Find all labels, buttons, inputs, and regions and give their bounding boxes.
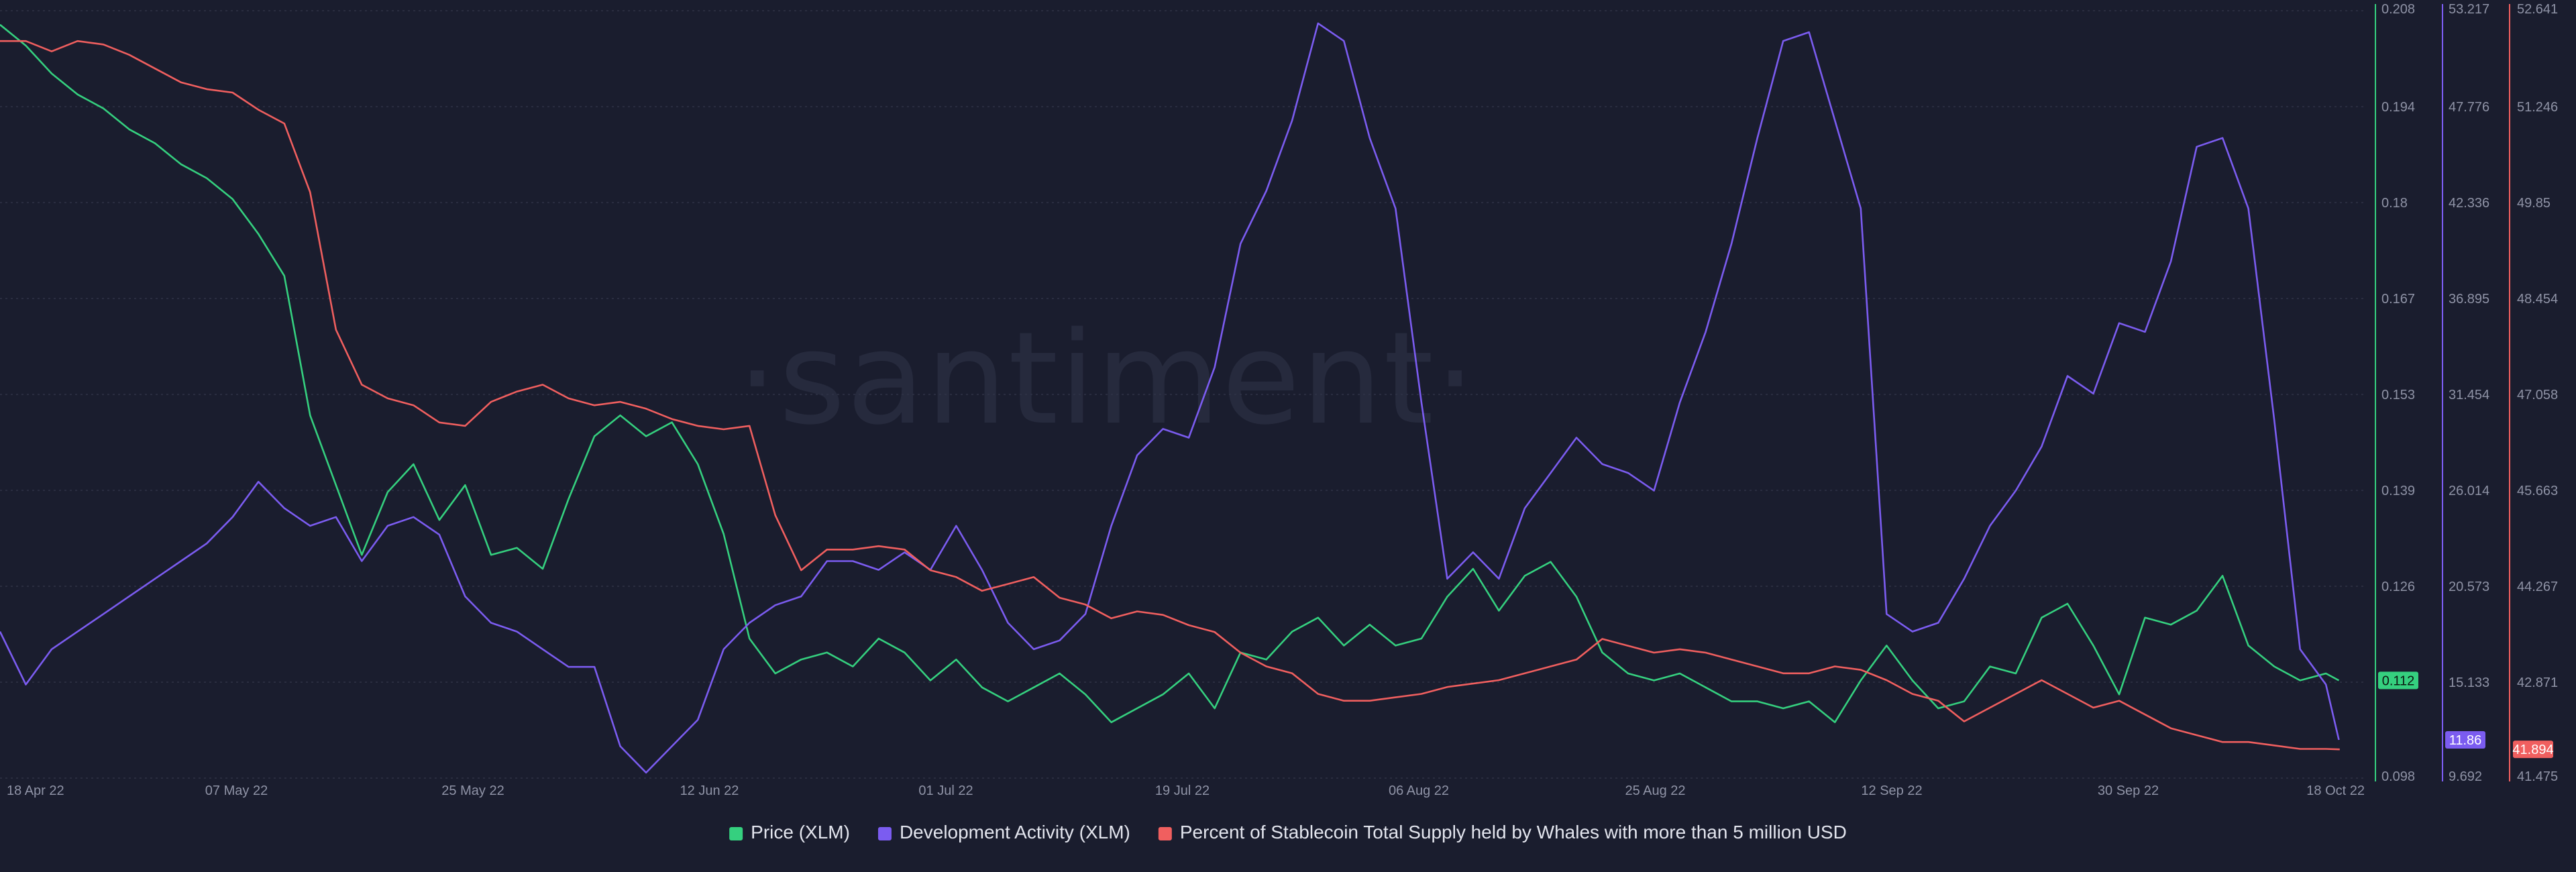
y-tick-label-whale: 49.85 [2517, 196, 2551, 211]
y-tick-label-dev: 31.454 [2449, 388, 2489, 402]
x-tick-label: 25 May 22 [441, 783, 504, 798]
value-badge-text: 0.112 [2382, 673, 2415, 688]
y-tick-label-dev: 47.776 [2449, 100, 2489, 115]
x-tick-label: 25 Aug 22 [1625, 783, 1685, 798]
value-badge-text: 11.86 [2449, 733, 2482, 748]
y-tick-label-dev: 42.336 [2449, 196, 2489, 211]
y-tick-label-dev: 20.573 [2449, 580, 2489, 594]
watermark: ·santiment· [737, 305, 1477, 453]
y-tick-label-whale: 44.267 [2517, 580, 2558, 594]
legend-swatch [729, 827, 743, 840]
y-tick-label-price: 0.208 [2381, 2, 2415, 17]
legend-label: Percent of Stablecoin Total Supply held … [1180, 822, 1847, 842]
value-badge-bg [2378, 671, 2418, 690]
y-tick-label-whale: 52.641 [2517, 2, 2558, 17]
legend: Price (XLM) Development Activity (XLM) Per… [729, 822, 1847, 842]
x-tick-label: 12 Jun 22 [680, 783, 739, 798]
legend-label: Price (XLM) [751, 822, 850, 842]
x-tick-label: 19 Jul 22 [1155, 783, 1210, 798]
y-tick-label-price: 0.153 [2381, 388, 2415, 402]
grid-layer [0, 10, 2365, 779]
value-badge-price: 0.112 [2378, 671, 2418, 690]
x-tick-label: 30 Sep 22 [2098, 783, 2159, 798]
value-badge-bg [2513, 741, 2553, 759]
y-tick-label-price: 0.194 [2381, 100, 2415, 115]
y-tick-label-price: 0.139 [2381, 484, 2415, 498]
y-tick-label-dev: 36.895 [2449, 292, 2489, 307]
axis-layer: 18 Apr 22 07 May 22 25 May 22 12 Jun 22 01 J… [7, 2, 2558, 798]
y-tick-label-price: 0.18 [2381, 196, 2408, 211]
y-tick-label-whale: 45.663 [2517, 484, 2558, 498]
x-tick-label: 07 May 22 [205, 783, 268, 798]
y-tick-label-whale: 41.475 [2517, 769, 2558, 784]
value-badge-whale: 41.894 [2512, 741, 2554, 759]
series-line-price [0, 23, 2340, 724]
legend-label: Development Activity (XLM) [900, 822, 1130, 842]
series-line-whale [0, 40, 2340, 751]
y-tick-label-dev: 53.217 [2449, 2, 2489, 17]
y-tick-label-whale: 42.871 [2517, 675, 2558, 690]
legend-item-dev: Development Activity (XLM) [877, 822, 1130, 842]
value-badge-dev: 11.86 [2445, 731, 2485, 749]
x-tick-label: 18 Oct 22 [2306, 783, 2365, 798]
value-badge-text: 41.894 [2512, 743, 2553, 757]
y-tick-label-dev: 26.014 [2449, 484, 2489, 498]
value-badge-bg [2445, 731, 2485, 749]
y-tick-label-price: 0.167 [2381, 292, 2415, 307]
legend-swatch [1158, 827, 1172, 840]
y-tick-label-dev: 15.133 [2449, 675, 2489, 690]
legend-item-price: Price (XLM) [729, 822, 850, 842]
legend-swatch [877, 827, 892, 840]
y-tick-label-dev: 9.692 [2449, 769, 2482, 784]
x-tick-label: 12 Sep 22 [1861, 783, 1922, 798]
y-tick-label-whale: 47.058 [2517, 388, 2558, 402]
y-tick-label-price: 0.098 [2381, 769, 2415, 784]
legend-item-whale: Percent of Stablecoin Total Supply held … [1158, 822, 1847, 842]
series-line-dev [0, 22, 2340, 774]
x-tick-label: 06 Aug 22 [1389, 783, 1449, 798]
series-layer [0, 22, 2340, 774]
y-tick-label-whale: 48.454 [2517, 292, 2558, 307]
y-tick-label-whale: 51.246 [2517, 100, 2558, 115]
x-tick-label: 18 Apr 22 [7, 783, 64, 798]
x-tick-label: 01 Jul 22 [918, 783, 973, 798]
y-tick-label-price: 0.126 [2381, 580, 2415, 594]
